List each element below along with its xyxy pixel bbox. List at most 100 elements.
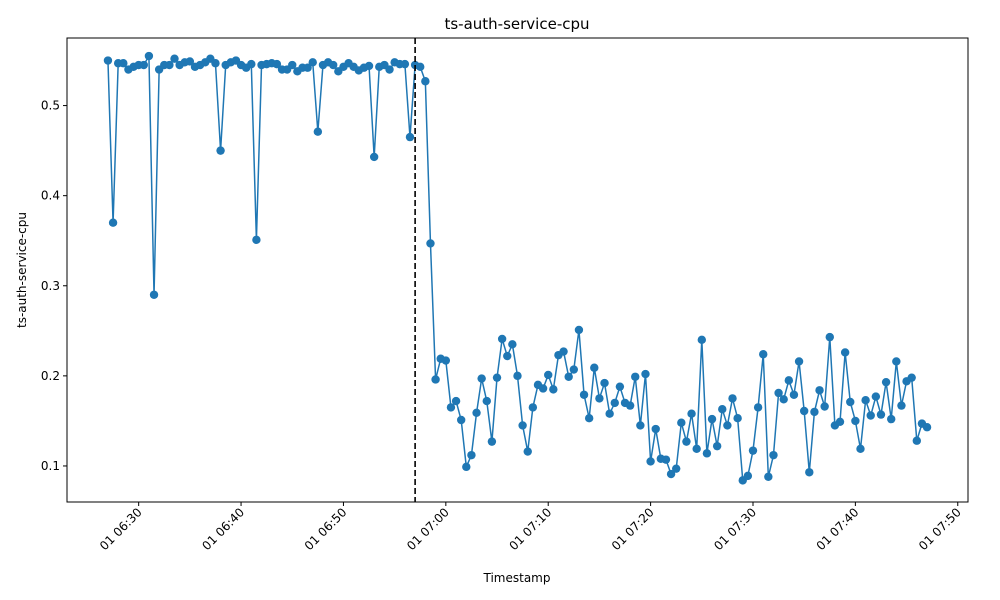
data-point bbox=[503, 351, 512, 361]
y-axis-label: ts-auth-service-cpu bbox=[15, 212, 29, 328]
series-line bbox=[107, 53, 928, 482]
data-point bbox=[922, 423, 932, 432]
data-point bbox=[590, 363, 599, 372]
data-point bbox=[887, 414, 896, 424]
data-point bbox=[313, 127, 323, 136]
data-point bbox=[487, 437, 497, 446]
x-tick-label: 01 06:30 bbox=[97, 505, 145, 553]
x-axis: 01 06:30 01 06:40 01 06:50 01 07:00 01 07:10… bbox=[97, 502, 964, 553]
x-tick-label: 01 07:40 bbox=[814, 505, 862, 553]
data-point bbox=[794, 357, 804, 366]
data-point bbox=[272, 59, 282, 69]
data-point bbox=[646, 457, 655, 466]
data-point bbox=[631, 372, 640, 381]
data-point bbox=[497, 334, 507, 344]
x-tick-label: 01 07:50 bbox=[916, 505, 964, 553]
data-point bbox=[881, 377, 891, 387]
data-point bbox=[518, 421, 527, 430]
data-point bbox=[185, 57, 195, 66]
data-point bbox=[288, 60, 297, 70]
data-point bbox=[303, 63, 312, 72]
data-point bbox=[579, 390, 589, 399]
x-tick-label: 01 06:50 bbox=[302, 505, 350, 553]
data-point bbox=[825, 332, 834, 342]
data-point bbox=[718, 405, 727, 414]
data-point bbox=[329, 60, 338, 70]
data-point bbox=[584, 414, 594, 423]
data-point bbox=[559, 347, 568, 356]
data-point bbox=[764, 472, 773, 481]
data-point bbox=[636, 421, 645, 430]
data-point bbox=[574, 325, 584, 335]
data-point bbox=[405, 132, 415, 142]
data-point bbox=[799, 406, 809, 416]
data-point bbox=[492, 373, 502, 382]
data-point bbox=[595, 394, 604, 403]
data-point bbox=[733, 414, 742, 423]
data-point bbox=[897, 401, 906, 410]
data-point bbox=[364, 61, 374, 71]
data-point bbox=[139, 60, 148, 70]
data-point bbox=[672, 464, 681, 473]
data-point bbox=[456, 415, 466, 425]
data-point bbox=[707, 414, 717, 424]
data-point bbox=[144, 51, 154, 61]
data-point bbox=[467, 450, 476, 460]
data-point bbox=[907, 373, 916, 382]
data-point bbox=[421, 77, 430, 86]
data-point bbox=[431, 375, 440, 384]
data-point bbox=[702, 449, 712, 458]
data-point bbox=[677, 418, 686, 427]
data-point bbox=[774, 388, 783, 398]
data-point bbox=[610, 398, 619, 408]
data-point bbox=[728, 394, 737, 403]
data-point bbox=[687, 409, 696, 418]
data-point bbox=[784, 376, 794, 385]
data-point bbox=[779, 395, 788, 404]
data-point bbox=[835, 417, 845, 427]
x-tick-label: 01 07:00 bbox=[404, 505, 452, 553]
data-point bbox=[544, 370, 553, 380]
data-point bbox=[247, 59, 256, 69]
data-point bbox=[308, 58, 317, 67]
data-point bbox=[538, 384, 548, 393]
y-tick-label: 0.2 bbox=[41, 369, 60, 383]
data-point bbox=[723, 421, 732, 430]
data-point bbox=[446, 403, 456, 412]
data-point bbox=[748, 446, 758, 455]
data-point bbox=[477, 374, 486, 383]
x-tick-label: 01 07:10 bbox=[506, 505, 554, 553]
data-point bbox=[385, 65, 394, 74]
data-point bbox=[600, 378, 609, 388]
data-point bbox=[569, 365, 579, 374]
data-point bbox=[666, 469, 676, 479]
chart-title: ts-auth-service-cpu bbox=[444, 15, 589, 33]
data-point bbox=[892, 357, 901, 366]
data-point bbox=[651, 424, 660, 434]
data-point bbox=[743, 471, 753, 481]
data-point bbox=[103, 56, 113, 65]
data-point bbox=[682, 437, 691, 446]
data-point bbox=[472, 408, 481, 417]
data-point bbox=[861, 395, 870, 405]
data-point bbox=[866, 411, 875, 420]
data-point bbox=[912, 436, 922, 445]
data-point bbox=[528, 403, 538, 412]
data-point bbox=[759, 350, 768, 359]
data-point bbox=[513, 371, 522, 381]
data-point bbox=[641, 369, 650, 379]
x-axis-label: Timestamp bbox=[483, 571, 551, 585]
y-axis: 0.1 0.2 0.3 0.4 0.5 bbox=[41, 99, 67, 473]
data-point bbox=[805, 468, 814, 477]
data-point bbox=[482, 396, 491, 406]
data-point bbox=[564, 372, 573, 381]
data-point bbox=[871, 392, 881, 401]
data-point bbox=[426, 239, 435, 248]
data-point bbox=[119, 59, 128, 68]
data-point bbox=[211, 59, 220, 68]
data-point bbox=[810, 407, 819, 417]
data-point bbox=[692, 444, 701, 454]
data-point bbox=[451, 396, 461, 406]
data-point bbox=[697, 335, 706, 345]
data-point bbox=[753, 403, 763, 412]
